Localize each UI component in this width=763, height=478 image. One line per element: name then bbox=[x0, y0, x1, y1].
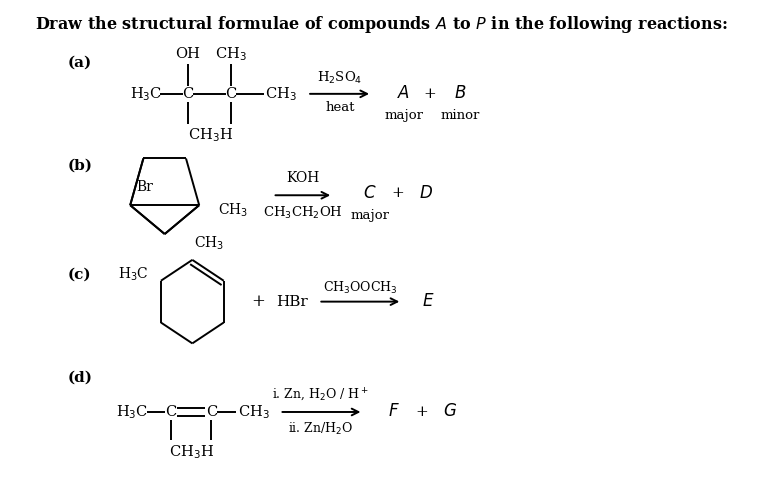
Text: C: C bbox=[182, 87, 194, 101]
Text: ii. Zn/H$_2$O: ii. Zn/H$_2$O bbox=[288, 421, 354, 437]
Text: $\mathit{B}$: $\mathit{B}$ bbox=[454, 86, 466, 102]
Text: major: major bbox=[351, 208, 390, 222]
Text: H$_2$SO$_4$: H$_2$SO$_4$ bbox=[317, 70, 362, 86]
Text: CH$_3$: CH$_3$ bbox=[266, 85, 297, 103]
Text: OH: OH bbox=[175, 47, 201, 61]
Text: +: + bbox=[391, 186, 404, 200]
Text: H$_3$C: H$_3$C bbox=[130, 85, 162, 103]
Text: CH$_3$: CH$_3$ bbox=[238, 403, 269, 421]
Text: C: C bbox=[226, 87, 237, 101]
Text: minor: minor bbox=[440, 109, 480, 122]
Text: Draw the structural formulae of compounds $\mathit{A}$ to $\mathit{P}$ in the fo: Draw the structural formulae of compound… bbox=[35, 14, 728, 35]
Text: (b): (b) bbox=[68, 158, 93, 173]
Text: CH$_3$: CH$_3$ bbox=[194, 234, 224, 252]
Text: CH$_3$OOCH$_3$: CH$_3$OOCH$_3$ bbox=[323, 280, 397, 296]
Text: H$_3$C: H$_3$C bbox=[118, 266, 149, 283]
Text: +: + bbox=[423, 87, 436, 101]
Text: (d): (d) bbox=[68, 370, 93, 384]
Text: HBr: HBr bbox=[277, 294, 308, 309]
Text: CH$_3$CH$_2$OH: CH$_3$CH$_2$OH bbox=[263, 205, 343, 221]
Text: +: + bbox=[251, 293, 265, 310]
Text: CH$_3$H: CH$_3$H bbox=[169, 443, 214, 461]
Text: CH$_3$: CH$_3$ bbox=[218, 201, 249, 219]
Text: KOH: KOH bbox=[286, 171, 320, 185]
Text: $\mathit{A}$: $\mathit{A}$ bbox=[398, 86, 410, 102]
Text: CH$_3$H: CH$_3$H bbox=[188, 127, 233, 144]
Text: +: + bbox=[416, 405, 428, 419]
Text: i. Zn, H$_2$O / H$^+$: i. Zn, H$_2$O / H$^+$ bbox=[272, 387, 369, 403]
Text: H$_3$C: H$_3$C bbox=[116, 403, 148, 421]
Text: $\mathit{E}$: $\mathit{E}$ bbox=[422, 293, 434, 310]
Text: $\mathit{F}$: $\mathit{F}$ bbox=[388, 403, 399, 421]
Text: $\mathit{D}$: $\mathit{D}$ bbox=[418, 185, 433, 202]
Text: (c): (c) bbox=[68, 268, 92, 282]
Text: (a): (a) bbox=[68, 56, 92, 70]
Text: Br: Br bbox=[137, 180, 153, 195]
Text: $\mathit{C}$: $\mathit{C}$ bbox=[363, 185, 377, 202]
Text: $\mathit{G}$: $\mathit{G}$ bbox=[443, 403, 457, 421]
Text: major: major bbox=[385, 109, 423, 122]
Text: CH$_3$: CH$_3$ bbox=[215, 45, 247, 63]
Text: heat: heat bbox=[325, 101, 355, 114]
Text: C: C bbox=[165, 405, 176, 419]
Text: C: C bbox=[206, 405, 217, 419]
